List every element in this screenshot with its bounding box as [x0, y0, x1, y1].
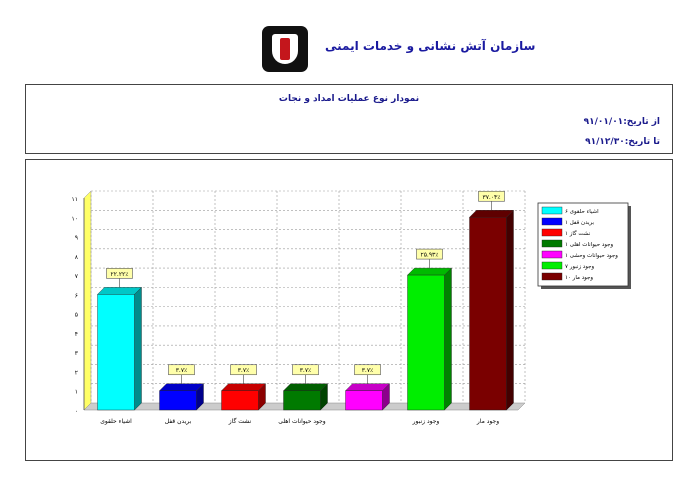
bar: [159, 390, 197, 411]
legend-swatch: [541, 250, 563, 259]
legend-label: اشیاء حلقوی ۶: [565, 209, 599, 215]
x-tick-label: اشیاء حلقوی: [100, 418, 132, 425]
fire-department-logo-icon: [262, 26, 308, 72]
legend-swatch: [541, 272, 563, 281]
legend-swatch: [541, 261, 563, 270]
chart-title: نمودار نوع عملیات امداد و نجات: [278, 94, 420, 104]
bar-top: [345, 383, 390, 391]
y-tick-label: ۶: [75, 292, 78, 299]
data-label: ۲۲.۲۲٪: [110, 271, 128, 278]
legend-swatch: [541, 206, 563, 215]
from-date-value: ۹۱/۰۱/۰۱: [583, 117, 624, 127]
legend-swatch: [541, 239, 563, 248]
bar: [469, 217, 507, 411]
legend-label: وجود مار ۱۰: [565, 275, 593, 281]
bar: [283, 390, 321, 411]
y-tick-label: ۸: [75, 254, 79, 261]
legend-label: وجود حیوانات اهلی ۱: [565, 242, 614, 248]
bar: [97, 294, 135, 411]
to-date-label: تا تاریخ:: [624, 137, 660, 147]
y-tick-label: ۳: [75, 350, 79, 357]
bar: [407, 274, 445, 411]
bar-top: [159, 383, 204, 391]
bar-top: [283, 383, 328, 391]
legend-label: بریدن قفل ۱: [565, 220, 595, 226]
x-tick-label: وجود مار: [476, 418, 499, 425]
data-label-box: [478, 190, 505, 202]
y-tick-label: ۹: [75, 235, 78, 242]
plot-back-wall: [84, 191, 525, 410]
y-tick-label: ۷: [75, 273, 79, 280]
from-date-label: از تاریخ:: [623, 117, 660, 127]
x-tick-label: وجود زنبور: [412, 418, 440, 425]
bar: [345, 390, 383, 411]
bar-top: [469, 210, 514, 218]
report-info-box: نمودار نوع عملیات امداد و نجات از تاریخ:…: [25, 84, 673, 154]
chart-box: ۰ ۱ ۲ ۳ ۴ ۵ ۶ ۷ ۸ ۹ ۱۰ ۱۱ ۲۲.۲۲٪ اشیاء حلقوی ۳.۷٪ بریدن…: [25, 159, 673, 461]
organization-name: سازمان آتش نشانی و خدمات ایمنی: [325, 39, 536, 53]
legend-label: نشت گاز ۱: [565, 230, 591, 237]
legend-swatch: [541, 217, 563, 226]
y-tick-label: ۱۰: [72, 215, 78, 222]
x-tick-label: وجود حیوانات اهلی: [278, 418, 326, 425]
data-label: ۲۵.۹۳٪: [420, 252, 438, 259]
to-date-line: تا تاریخ:۹۱/۱۲/۳۰: [585, 137, 660, 147]
x-tick-label: نشت گاز: [228, 417, 252, 425]
data-label-box: [106, 268, 133, 279]
legend-label: وجود زنبور ۷: [565, 264, 594, 270]
data-label: ۳۷.۰۴٪: [482, 194, 500, 201]
data-label-box: [168, 364, 195, 376]
y-tick-label: ۵: [75, 312, 78, 319]
bar-top: [97, 287, 142, 295]
data-label-box: [292, 364, 319, 376]
bar-side: [134, 286, 142, 411]
data-label-box: [354, 364, 381, 376]
x-tick-label: بریدن قفل: [165, 418, 192, 425]
plot-side-wall: [83, 190, 92, 411]
data-label: ۳.۷٪: [300, 367, 312, 374]
from-date-line: از تاریخ:۹۱/۰۱/۰۱: [584, 117, 660, 127]
legend-swatch: [541, 228, 563, 237]
bar-chart: ۰ ۱ ۲ ۳ ۴ ۵ ۶ ۷ ۸ ۹ ۱۰ ۱۱ ۲۲.۲۲٪ اشیاء حلقوی ۳.۷٪ بریدن…: [72, 190, 631, 425]
y-tick-label: ۱: [75, 389, 78, 396]
to-date-value: ۹۱/۱۲/۳۰: [585, 137, 625, 147]
data-label: ۳.۷٪: [362, 367, 374, 374]
legend-label: وجود حیوانات وحشی ۱: [565, 253, 618, 259]
data-label-box: [416, 248, 443, 260]
data-label-box: [230, 364, 257, 376]
page-header: سازمان آتش نشانی و خدمات ایمنی: [0, 0, 700, 82]
y-tick-label: ۰: [75, 408, 78, 415]
y-tick-label: ۲: [75, 369, 78, 376]
bar-side: [444, 267, 452, 411]
y-tick-label: ۴: [75, 331, 78, 338]
bar-top: [407, 267, 452, 276]
data-label: ۳.۷٪: [238, 367, 250, 374]
bar: [221, 390, 259, 411]
y-tick-label: ۱۱: [72, 196, 78, 203]
bar-top: [221, 383, 266, 391]
bar-side: [506, 209, 514, 411]
data-label: ۳.۷٪: [176, 367, 188, 374]
